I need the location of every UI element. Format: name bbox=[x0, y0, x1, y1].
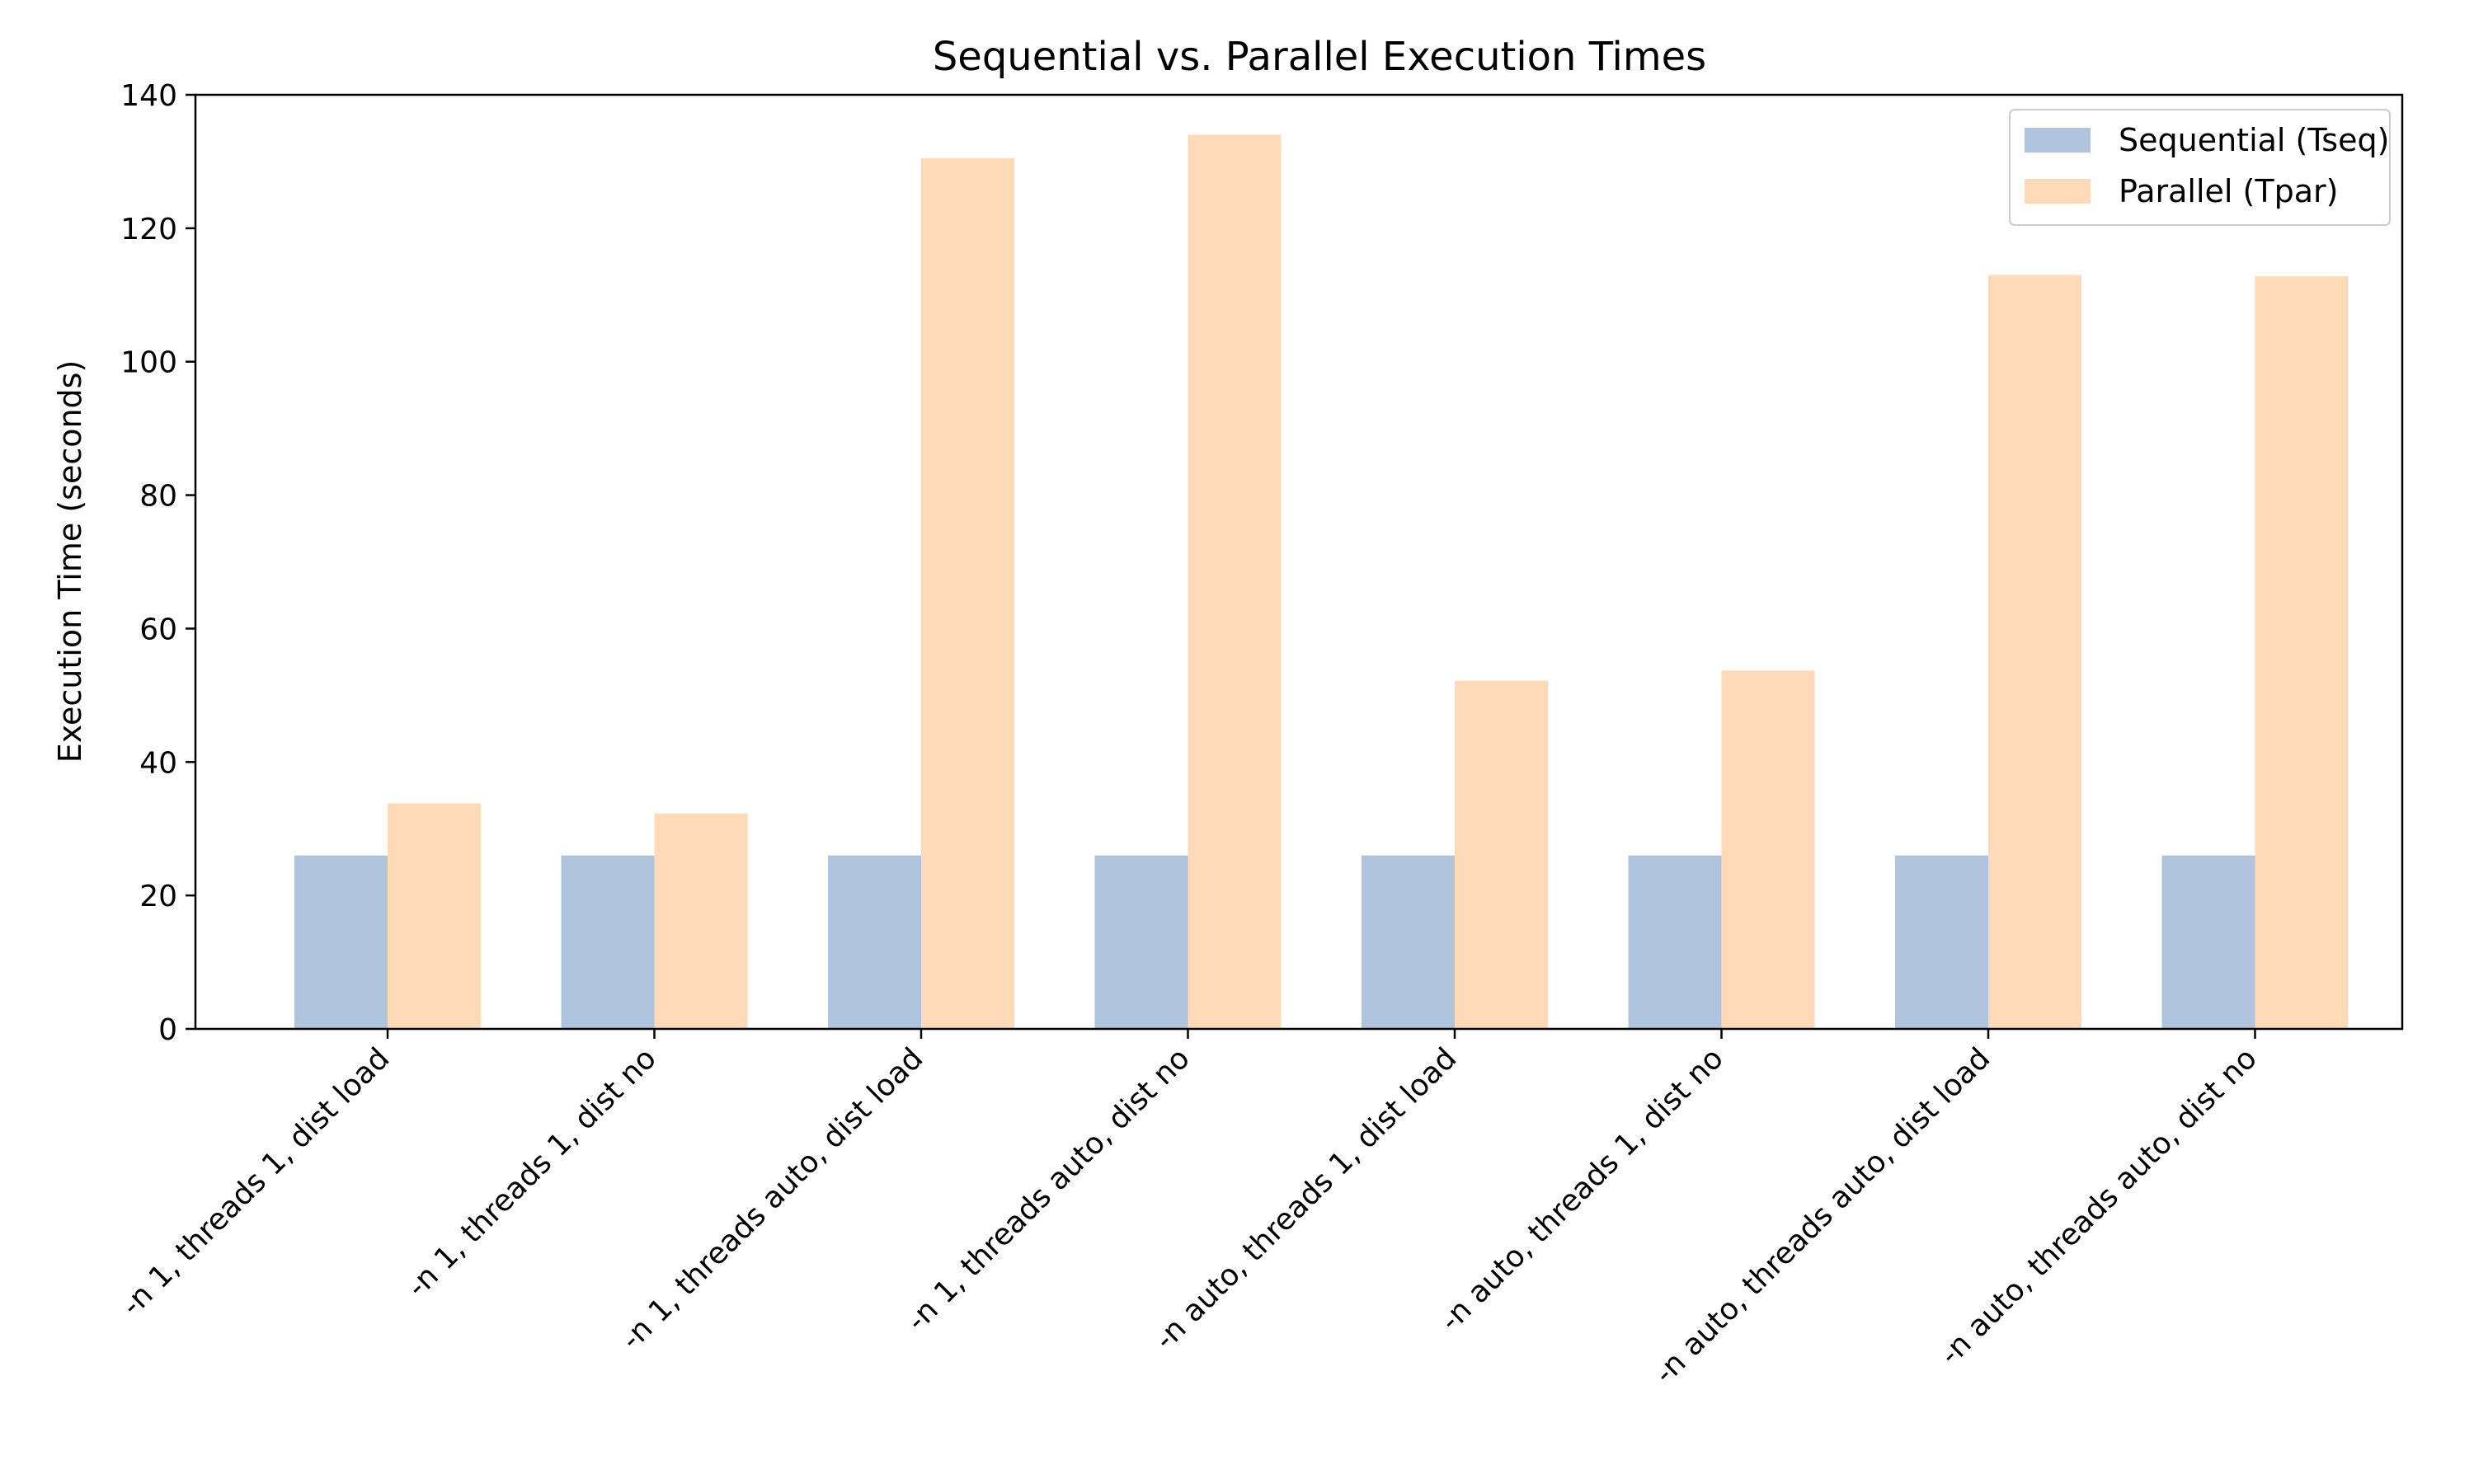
legend-swatch bbox=[2025, 179, 2091, 204]
bar-parallel bbox=[1188, 134, 1282, 1030]
legend-swatch bbox=[2025, 128, 2091, 153]
bar-sequential bbox=[2161, 855, 2255, 1029]
y-tick-label: 120 bbox=[120, 213, 177, 247]
bar-parallel bbox=[921, 157, 1014, 1030]
legend: Sequential (Tseq) Parallel (Tpar) bbox=[2009, 109, 2391, 226]
bar-parallel bbox=[1988, 275, 2081, 1029]
bars-group bbox=[294, 134, 2349, 1030]
bar-sequential bbox=[294, 855, 388, 1029]
chart-title: Sequential vs. Parallel Execution Times bbox=[933, 34, 1706, 80]
legend-label: Parallel (Tpar) bbox=[2119, 173, 2338, 209]
bar-parallel bbox=[1721, 670, 1815, 1029]
y-tick-label: 100 bbox=[120, 346, 177, 380]
y-axis-label: Execution Time (seconds) bbox=[52, 360, 88, 763]
y-tick-label: 40 bbox=[139, 746, 177, 780]
y-tick-label: 140 bbox=[120, 79, 177, 113]
bar-parallel bbox=[1455, 680, 1548, 1029]
bar-sequential bbox=[1895, 855, 1988, 1029]
legend-label: Sequential (Tseq) bbox=[2119, 122, 2389, 158]
legend-box bbox=[2009, 109, 2391, 226]
bar-sequential bbox=[561, 855, 655, 1029]
y-axis: 0 20 40 60 80 100 120 140 bbox=[120, 79, 195, 1047]
bar-sequential bbox=[1362, 855, 1455, 1029]
y-tick-label: 80 bbox=[139, 480, 177, 514]
y-tick-label: 60 bbox=[139, 613, 177, 646]
y-tick-label: 20 bbox=[139, 880, 177, 913]
bar-sequential bbox=[1628, 855, 1722, 1029]
plot-frame bbox=[194, 93, 2404, 1031]
bar-sequential bbox=[828, 855, 921, 1029]
bar-parallel bbox=[654, 813, 748, 1029]
bar-sequential bbox=[1094, 855, 1188, 1029]
bar-parallel bbox=[2255, 276, 2349, 1029]
y-tick-label: 0 bbox=[158, 1013, 177, 1047]
bar-parallel bbox=[388, 803, 481, 1029]
